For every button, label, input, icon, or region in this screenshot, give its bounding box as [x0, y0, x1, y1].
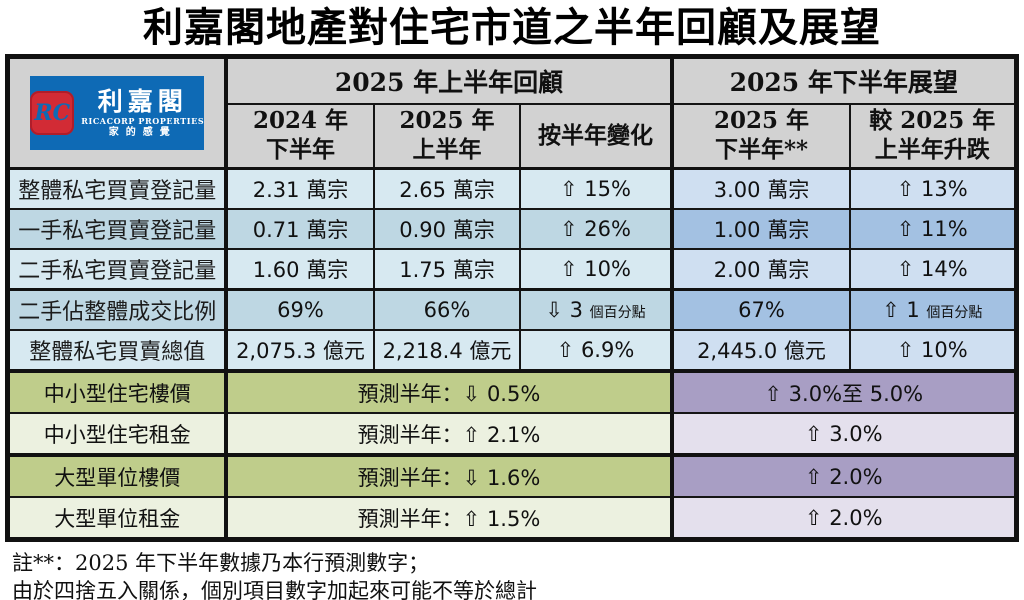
- stat-label: 整體私宅買賣總值: [6, 329, 228, 372]
- stat-2025h1: 2,218.4 億元: [372, 329, 521, 372]
- outlook-value: ⇧ 2.0%: [670, 453, 1018, 498]
- forecast-half-year: 預測半年：⇧ 1.5%: [224, 496, 674, 541]
- logo-name-en: RICACORP PROPERTIES: [81, 115, 205, 126]
- forecast-row-large-price: 大型單位樓價 預測半年：⇩ 1.6% ⇧ 2.0%: [6, 453, 1018, 498]
- subheader-vs-2025h1: 較 2025 年上半年升跌: [848, 103, 1018, 170]
- forecast-row-small-mid-rent: 中小型住宅租金 預測半年：⇧ 2.1% ⇧ 3.0%: [6, 412, 1018, 456]
- stat-label: 一手私宅買賣登記量: [6, 208, 228, 250]
- stat-2024h2: 2,075.3 億元: [224, 329, 375, 372]
- outlook-value: ⇧ 3.0%至 5.0%: [670, 369, 1018, 414]
- sub-header-row: 2024 年下半年 2025 年上半年 按半年變化 2025 年下半年** 較 …: [8, 103, 1018, 170]
- stat-2025h2-forecast: 67%: [670, 288, 851, 331]
- stat-half-year-change: ⇧ 6.9%: [518, 329, 674, 372]
- footnote-line-2: 由於四捨五入關係，個別項目數字加起來可能不等於總計: [12, 579, 537, 600]
- review-group-header: 2025 年上半年回顧: [224, 55, 674, 105]
- stat-half-year-change: ⇧ 26%: [518, 208, 674, 250]
- stat-half-year-change: ⇧ 15%: [518, 167, 674, 210]
- stat-vs-2025h1: ⇧ 11%: [848, 208, 1018, 250]
- stat-vs-2025h1: ⇧ 1 個百分點: [848, 288, 1018, 331]
- stat-row-secondary-registrations: 二手私宅買賣登記量 1.60 萬宗 1.75 萬宗 ⇧ 10% 2.00 萬宗 …: [6, 248, 1018, 291]
- stat-2025h2-forecast: 2,445.0 億元: [670, 329, 851, 372]
- stat-row-overall-registrations: 整體私宅買賣登記量 2.31 萬宗 2.65 萬宗 ⇧ 15% 3.00 萬宗 …: [6, 167, 1018, 210]
- logo-cell: RC 利嘉閣 RICACORP PROPERTIES 家的感覺: [6, 55, 228, 170]
- stat-2025h1: 66%: [372, 288, 521, 331]
- stat-2025h1: 0.90 萬宗: [372, 208, 521, 250]
- subheader-2025h2-forecast: 2025 年下半年**: [670, 103, 851, 170]
- outlook-group-header: 2025 年下半年展望: [670, 55, 1018, 105]
- forecast-row-large-rent: 大型單位租金 預測半年：⇧ 1.5% ⇧ 2.0%: [6, 496, 1018, 541]
- outlook-value: ⇧ 2.0%: [670, 496, 1018, 541]
- stat-2024h2: 0.71 萬宗: [224, 208, 375, 250]
- stat-label: 整體私宅買賣登記量: [6, 167, 228, 210]
- subheader-half-year-change: 按半年變化: [518, 103, 674, 170]
- forecast-row-small-mid-price: 中小型住宅樓價 預測半年：⇩ 0.5% ⇧ 3.0%至 5.0%: [6, 369, 1018, 414]
- footnote-line-1: 註**：2025 年下半年數據乃本行預測數字；: [12, 551, 430, 575]
- stat-2024h2: 1.60 萬宗: [224, 248, 375, 291]
- forecast-label: 大型單位樓價: [6, 453, 228, 498]
- stat-2025h1: 2.65 萬宗: [372, 167, 521, 210]
- stat-half-year-change: ⇩ 3 個百分點: [518, 288, 674, 331]
- stat-2025h2-forecast: 3.00 萬宗: [670, 167, 851, 210]
- stat-row-secondary-share: 二手佔整體成交比例 69% 66% ⇩ 3 個百分點 67% ⇧ 1 個百分點: [6, 288, 1018, 331]
- forecast-half-year: 預測半年：⇩ 0.5%: [224, 369, 674, 414]
- logo-text: 利嘉閣 RICACORP PROPERTIES 家的感覺: [81, 89, 204, 138]
- outlook-value: ⇧ 3.0%: [670, 412, 1018, 456]
- stat-label: 二手私宅買賣登記量: [6, 248, 228, 291]
- subheader-2024h2: 2024 年下半年: [224, 103, 375, 170]
- forecast-half-year: 預測半年：⇧ 2.1%: [224, 412, 674, 456]
- logo-name-zh: 利嘉閣: [97, 86, 188, 116]
- forecast-half-year: 預測半年：⇩ 1.6%: [224, 453, 674, 498]
- forecast-label: 中小型住宅租金: [6, 412, 228, 456]
- page-title: 利嘉閣地產對住宅市道之半年回顧及展望: [143, 5, 881, 51]
- stat-row-primary-registrations: 一手私宅買賣登記量 0.71 萬宗 0.90 萬宗 ⇧ 26% 1.00 萬宗 …: [6, 208, 1018, 250]
- group-header-row: RC 利嘉閣 RICACORP PROPERTIES 家的感覺 2025 年上半…: [6, 55, 1018, 170]
- forecast-label: 大型單位租金: [6, 496, 228, 541]
- logo-slogan: 家的感覺: [108, 126, 177, 138]
- stat-vs-2025h1: ⇧ 13%: [848, 167, 1018, 210]
- stat-row-total-consideration: 整體私宅買賣總值 2,075.3 億元 2,218.4 億元 ⇧ 6.9% 2,…: [6, 329, 1018, 372]
- stat-label: 二手佔整體成交比例: [6, 288, 228, 331]
- subheader-2025h1: 2025 年上半年: [372, 103, 521, 170]
- stat-2024h2: 69%: [224, 288, 375, 331]
- stat-half-year-change: ⇧ 10%: [518, 248, 674, 291]
- stat-2025h2-forecast: 2.00 萬宗: [670, 248, 851, 291]
- footnote: 註**：2025 年下半年數據乃本行預測數字； 由於四捨五入關係，個別項目數字加…: [12, 549, 1024, 600]
- ricacorp-logo: RC 利嘉閣 RICACORP PROPERTIES 家的感覺: [30, 76, 205, 150]
- stat-2025h1: 1.75 萬宗: [372, 248, 521, 291]
- stat-2025h2-forecast: 1.00 萬宗: [670, 208, 851, 250]
- stat-2024h2: 2.31 萬宗: [224, 167, 375, 210]
- forecast-label: 中小型住宅樓價: [6, 369, 228, 414]
- review-outlook-table: RC 利嘉閣 RICACORP PROPERTIES 家的感覺 2025 年上半…: [5, 54, 1019, 542]
- stat-vs-2025h1: ⇧ 14%: [848, 248, 1018, 291]
- stat-vs-2025h1: ⇧ 10%: [848, 329, 1018, 372]
- rc-monogram-icon: RC: [30, 91, 75, 135]
